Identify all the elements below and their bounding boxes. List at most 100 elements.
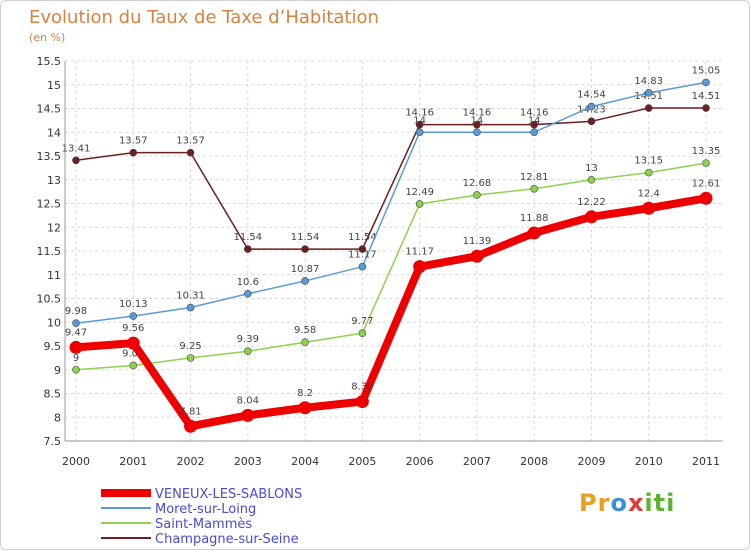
data-label: 14.16	[463, 108, 492, 119]
data-point	[473, 120, 481, 129]
data-label: 14.16	[405, 108, 434, 119]
data-point	[72, 156, 80, 165]
data-point	[298, 401, 312, 415]
data-label: 14	[471, 115, 484, 126]
data-point	[413, 260, 427, 274]
data-point	[241, 408, 255, 422]
data-label: 9.09	[122, 348, 144, 359]
data-label: 12.68	[463, 178, 492, 189]
data-label: 8.2	[297, 388, 313, 399]
y-tick-label: 14	[47, 126, 61, 139]
logo-letter: r	[597, 489, 611, 517]
data-label: 9.25	[179, 341, 201, 352]
proxiti-logo: Proxiti	[579, 489, 675, 517]
data-label: 12.49	[405, 187, 434, 198]
data-label: 14	[528, 115, 541, 126]
data-label: 11.39	[463, 236, 492, 247]
series-line-moret-sur-loing	[75, 81, 707, 324]
y-tick-label: 9.5	[44, 340, 62, 353]
data-label: 13.35	[692, 146, 721, 157]
data-label: 11.88	[520, 213, 549, 224]
logo-letter: i	[666, 489, 676, 517]
y-tick-label: 13.5	[37, 150, 62, 163]
data-point	[584, 210, 598, 224]
x-tick-label: 2001	[119, 455, 147, 468]
series-line-veneux-les-sablons	[75, 194, 707, 431]
data-label: 9.98	[65, 306, 87, 317]
y-tick-label: 10.5	[37, 293, 62, 306]
data-point	[358, 262, 367, 271]
x-tick-label: 2008	[520, 455, 548, 468]
logo-letter: x	[627, 489, 645, 517]
y-tick-label: 8.5	[44, 388, 62, 401]
data-point	[69, 340, 83, 354]
data-point	[355, 395, 369, 409]
legend-label: VENEUX-LES-SABLONS	[155, 487, 302, 502]
data-label: 13.41	[62, 143, 91, 154]
data-label: 12.4	[638, 188, 660, 199]
logo-letter: o	[610, 489, 628, 517]
y-axis-label: (en %)	[29, 31, 66, 44]
series-line-champagne-sur-seine	[75, 107, 706, 250]
x-tick-label: 2000	[62, 455, 90, 468]
data-label: 8.04	[237, 395, 259, 406]
y-tick-label: 14.5	[37, 103, 62, 116]
y-tick-label: 13	[47, 174, 61, 187]
data-label: 14.51	[692, 91, 721, 102]
x-tick-label: 2005	[348, 455, 376, 468]
data-point	[642, 201, 656, 215]
data-label: 8.33	[351, 382, 373, 393]
data-point	[415, 128, 424, 137]
data-label: 9.56	[122, 323, 144, 334]
data-point	[587, 117, 596, 126]
data-label: 12.22	[577, 197, 606, 208]
data-point	[473, 191, 481, 199]
data-label: 13.57	[119, 136, 148, 147]
data-label: 10.6	[237, 277, 259, 288]
data-label: 10.87	[291, 264, 320, 275]
data-point	[587, 175, 596, 184]
y-tick-label: 15	[47, 79, 61, 92]
data-point	[358, 245, 367, 253]
data-label: 14.83	[634, 76, 663, 87]
x-tick-label: 2011	[692, 455, 720, 468]
data-label: 11.17	[348, 250, 377, 261]
data-point	[473, 128, 481, 137]
data-label: 13.15	[634, 156, 663, 167]
x-tick-label: 2010	[635, 455, 663, 468]
data-label: 13.57	[176, 136, 205, 147]
data-label: 9	[73, 353, 79, 364]
data-point	[470, 249, 484, 263]
data-point	[244, 289, 252, 298]
data-point	[587, 102, 596, 111]
data-label: 9.39	[237, 334, 259, 345]
data-point	[72, 319, 80, 328]
logo-letter: P	[579, 489, 598, 517]
data-point	[702, 159, 710, 167]
data-label: 11.17	[405, 247, 434, 258]
data-point	[301, 245, 309, 253]
logo-letter: t	[653, 489, 667, 517]
data-point	[644, 89, 653, 97]
data-label: 15.05	[692, 65, 721, 76]
y-tick-label: 7.5	[44, 435, 62, 448]
data-label: 11.54	[233, 232, 262, 243]
data-point	[530, 128, 538, 137]
data-label: 11.54	[348, 232, 377, 243]
data-point	[184, 419, 198, 433]
data-point	[186, 303, 195, 312]
x-tick-label: 2002	[177, 455, 205, 468]
data-point	[186, 148, 195, 157]
legend-label: Moret-sur-Loing	[155, 502, 256, 517]
y-tick-label: 11.5	[37, 245, 62, 258]
data-point	[244, 347, 252, 356]
series-line-saint-mamm-s	[75, 162, 707, 371]
data-label: 14.54	[577, 90, 606, 101]
data-point	[415, 200, 424, 208]
data-point	[129, 361, 138, 370]
data-point	[244, 245, 252, 253]
y-tick-label: 8	[54, 411, 61, 424]
data-label: 9.77	[351, 316, 373, 327]
data-point	[644, 168, 653, 177]
data-point	[129, 312, 138, 320]
